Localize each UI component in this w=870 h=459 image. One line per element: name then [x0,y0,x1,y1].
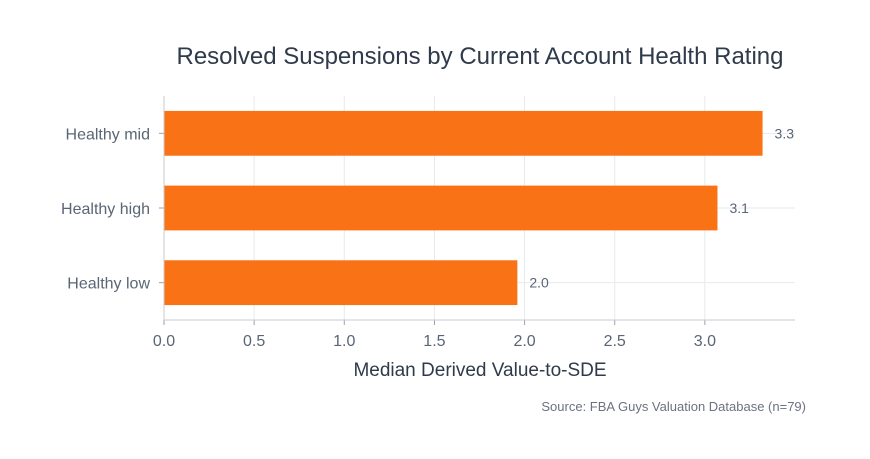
x-tick-label: 1.0 [333,333,355,350]
chart-title: Resolved Suspensions by Current Account … [176,43,783,70]
category-label: Healthy low [67,276,150,293]
category-label: Healthy high [61,201,150,218]
bars: 3.3 3.1 2.0 [164,110,795,306]
bar [164,110,763,156]
x-tick-label: 1.5 [423,333,445,350]
x-tick-label: 2.0 [513,333,535,350]
x-tick-label: 2.5 [604,333,626,350]
bar [164,260,518,306]
bar [164,185,718,231]
category-label: Healthy mid [66,126,150,143]
axes: 0.0 0.5 1.0 1.5 2.0 2.5 3.0 Healthy mid Healthy … [61,96,795,350]
x-axis-label: Median Derived Value-to-SDE [353,360,606,381]
x-tick-label: 0.5 [243,333,265,350]
x-tick-label: 0.0 [153,333,175,350]
x-tick-label: 3.0 [694,333,716,350]
data-label: 3.3 [775,125,795,141]
source-note: Source: FBA Guys Valuation Database (n=7… [541,399,806,414]
data-label: 3.1 [729,200,749,216]
data-label: 2.0 [529,275,549,291]
